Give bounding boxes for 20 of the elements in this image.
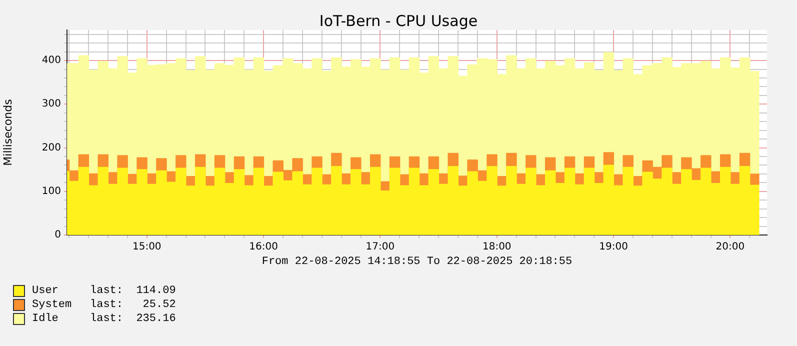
x-tick-label: 19:00 [599,242,628,253]
text: last: 114.09 [90,285,176,297]
x-axis-title: From 22-08-2025 14:18:55 To 22-08-2025 20:18:55 [260,256,574,268]
x-tick-label: 15:00 [132,242,162,253]
x-tick-label: 20:00 [716,242,745,253]
y-axis-title: Milliseconds [1,98,14,166]
legend-label: Idle [32,313,60,325]
y-tick-label: 100 [42,186,61,197]
x-tick-label: 17:00 [366,242,395,253]
legend-label: System [32,299,73,311]
y-tick-label: 400 [42,55,61,66]
chart-title: IoT-Bern - CPU Usage [318,12,479,30]
y-tick-label: 200 [42,142,61,154]
text: last: 25.52 [90,299,176,311]
text: last: 235.16 [90,313,176,325]
x-tick-label: 18:00 [482,242,512,253]
y-tick-label: 300 [42,98,61,110]
y-tick-label: 0 [54,230,61,241]
x-tick-label: 16:00 [249,242,278,253]
legend-label: User [32,285,60,297]
